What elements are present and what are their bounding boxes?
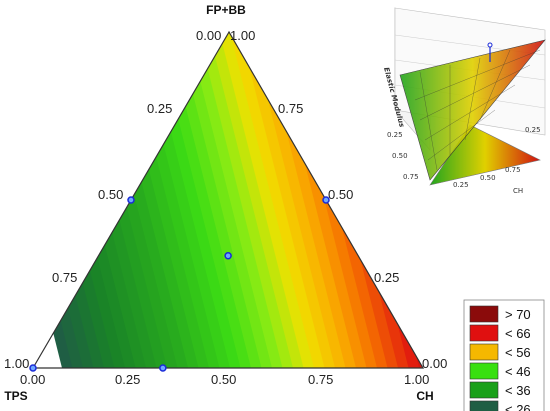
legend-label: > 70 — [505, 307, 531, 322]
bottom-tick-2: 0.50 — [211, 372, 236, 387]
contour-band — [185, 32, 287, 368]
legend-swatch — [469, 381, 499, 399]
bottom-tick-3: 0.75 — [308, 372, 333, 387]
design-point — [127, 196, 135, 204]
inset-tick-6: 0.25 — [525, 126, 541, 134]
left-tick-2: 0.50 — [98, 187, 123, 202]
legend-swatch — [469, 362, 499, 380]
legend-swatch — [469, 343, 499, 361]
inset-tick-4: 0.50 — [480, 174, 496, 182]
left-tick-4: 0.00 — [196, 28, 221, 43]
contour-band — [195, 32, 297, 368]
legend-label: < 36 — [505, 383, 531, 398]
left-tick-1: 0.75 — [52, 270, 77, 285]
legend: > 70 < 66 < 56 < 46 < 36 < 26 — [463, 299, 545, 411]
contour-band — [164, 32, 266, 368]
left-tick-3: 0.25 — [147, 101, 172, 116]
legend-swatch — [469, 324, 499, 342]
right-tick-2: 0.50 — [328, 187, 353, 202]
design-point — [322, 196, 330, 204]
design-points — [29, 196, 330, 372]
vertex-label-left: TPS — [4, 389, 27, 403]
inset-tick-2: 0.75 — [403, 173, 419, 181]
design-point — [224, 251, 232, 260]
vertex-label-right: CH — [416, 389, 433, 403]
right-tick-0: 1.00 — [230, 28, 255, 43]
bottom-tick-4: 1.00 — [404, 372, 429, 387]
contour-band — [248, 32, 350, 368]
contour-band — [33, 32, 98, 368]
left-tick-0: 1.00 — [4, 356, 29, 371]
inset-tick-0: 0.25 — [387, 131, 403, 139]
inset-tick-5: 0.75 — [505, 166, 521, 174]
design-point — [29, 364, 37, 372]
legend-swatch — [469, 400, 499, 411]
vertex-label-top: FP+BB — [206, 3, 246, 17]
inset-marker — [487, 42, 493, 48]
design-point — [159, 364, 167, 372]
bottom-tick-1: 0.25 — [115, 372, 140, 387]
contour-band — [237, 32, 339, 368]
legend-label: < 26 — [505, 402, 531, 411]
contour-band — [174, 32, 276, 368]
contour-band — [227, 32, 329, 368]
right-edge-ticks: 1.00 0.75 0.50 0.25 0.00 — [230, 28, 447, 371]
inset-surface-mesh — [414, 49, 541, 171]
right-tick-3: 0.25 — [374, 270, 399, 285]
bottom-edge-ticks: 0.00 0.25 0.50 0.75 1.00 — [20, 372, 429, 387]
inset-tick-1: 0.50 — [392, 152, 408, 160]
contour-band — [206, 32, 308, 368]
legend-label: < 46 — [505, 364, 531, 379]
legend-swatch — [469, 305, 499, 323]
inset-surface — [399, 39, 546, 181]
bottom-tick-0: 0.00 — [20, 372, 45, 387]
legend-label: < 56 — [505, 345, 531, 360]
right-tick-1: 0.75 — [278, 101, 303, 116]
contour-band — [216, 32, 318, 368]
inset-tick-3: 0.25 — [453, 181, 469, 189]
inset-3d-surface: Elastic Modulus 0.25 0.50 0.75 0.25 0.50… — [382, 7, 546, 195]
left-edge-ticks: 1.00 0.75 0.50 0.25 0.00 — [4, 28, 221, 371]
legend-label: < 66 — [505, 326, 531, 341]
right-tick-4: 0.00 — [422, 356, 447, 371]
inset-ylabel: CH — [513, 187, 523, 195]
